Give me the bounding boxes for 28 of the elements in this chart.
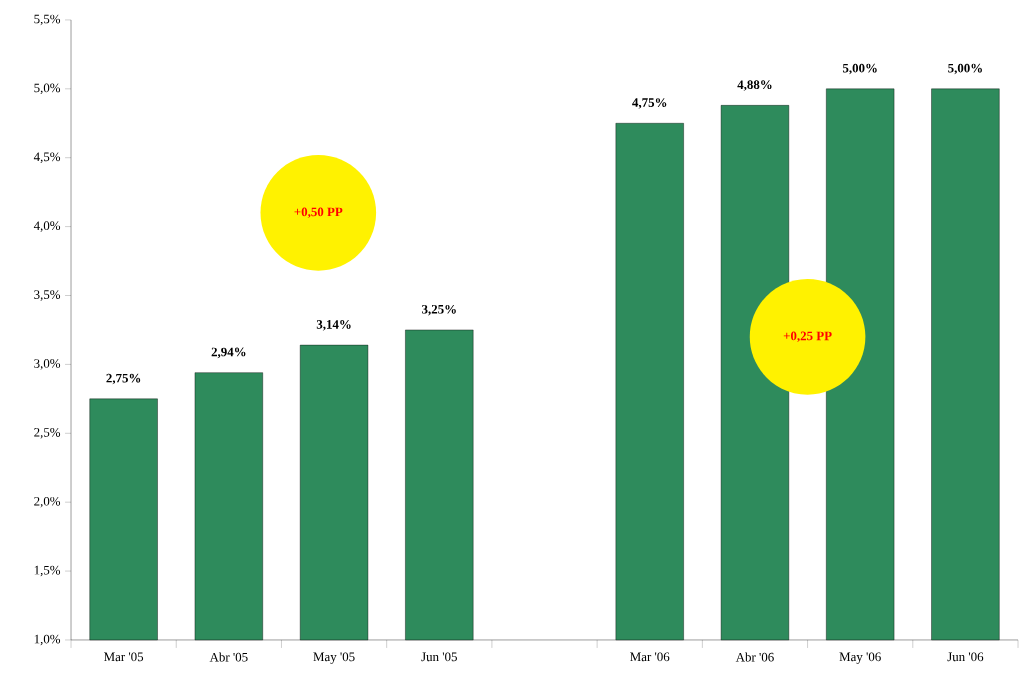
y-tick-label: 2,5%: [34, 428, 61, 439]
data-label: 4,88%: [737, 80, 772, 91]
y-tick-label: 2,0%: [34, 496, 61, 508]
x-tick-label: Mar '06: [630, 652, 670, 662]
data-label: 5,00%: [842, 63, 877, 75]
x-tick-label: May '06: [839, 652, 881, 664]
data-label: 2,94%: [211, 347, 246, 359]
x-tick-label: Jun '05: [421, 652, 457, 662]
y-tick-label: 1,5%: [34, 565, 61, 577]
annotation: +0,25 PP: [783, 331, 832, 343]
data-label: 2,75%: [106, 373, 141, 385]
x-tick-label: May '05: [313, 652, 355, 664]
y-tick-label: 4,5%: [33, 152, 61, 164]
x-tick-label: Abr '05: [209, 652, 248, 662]
y-tick-label: 3,0%: [34, 359, 61, 370]
x-tick-label: Mar '05: [104, 652, 144, 662]
y-tick-label: 5,5%: [34, 14, 61, 26]
y-tick-label: 5,0%: [34, 83, 61, 95]
data-label: 4,75%: [632, 98, 667, 109]
y-tick-label: 4,0%: [33, 221, 61, 232]
y-tick-label: 3,5%: [34, 290, 61, 301]
annotation: +0,50 PP: [294, 207, 343, 219]
y-tick-label: 1,0%: [34, 634, 61, 646]
x-tick-label: Abr '06: [735, 652, 774, 662]
data-label: 3,14%: [316, 320, 351, 331]
data-label: 5,00%: [948, 63, 982, 75]
data-label: 3,25%: [422, 304, 456, 316]
x-tick-label: Jun '06: [947, 652, 984, 662]
